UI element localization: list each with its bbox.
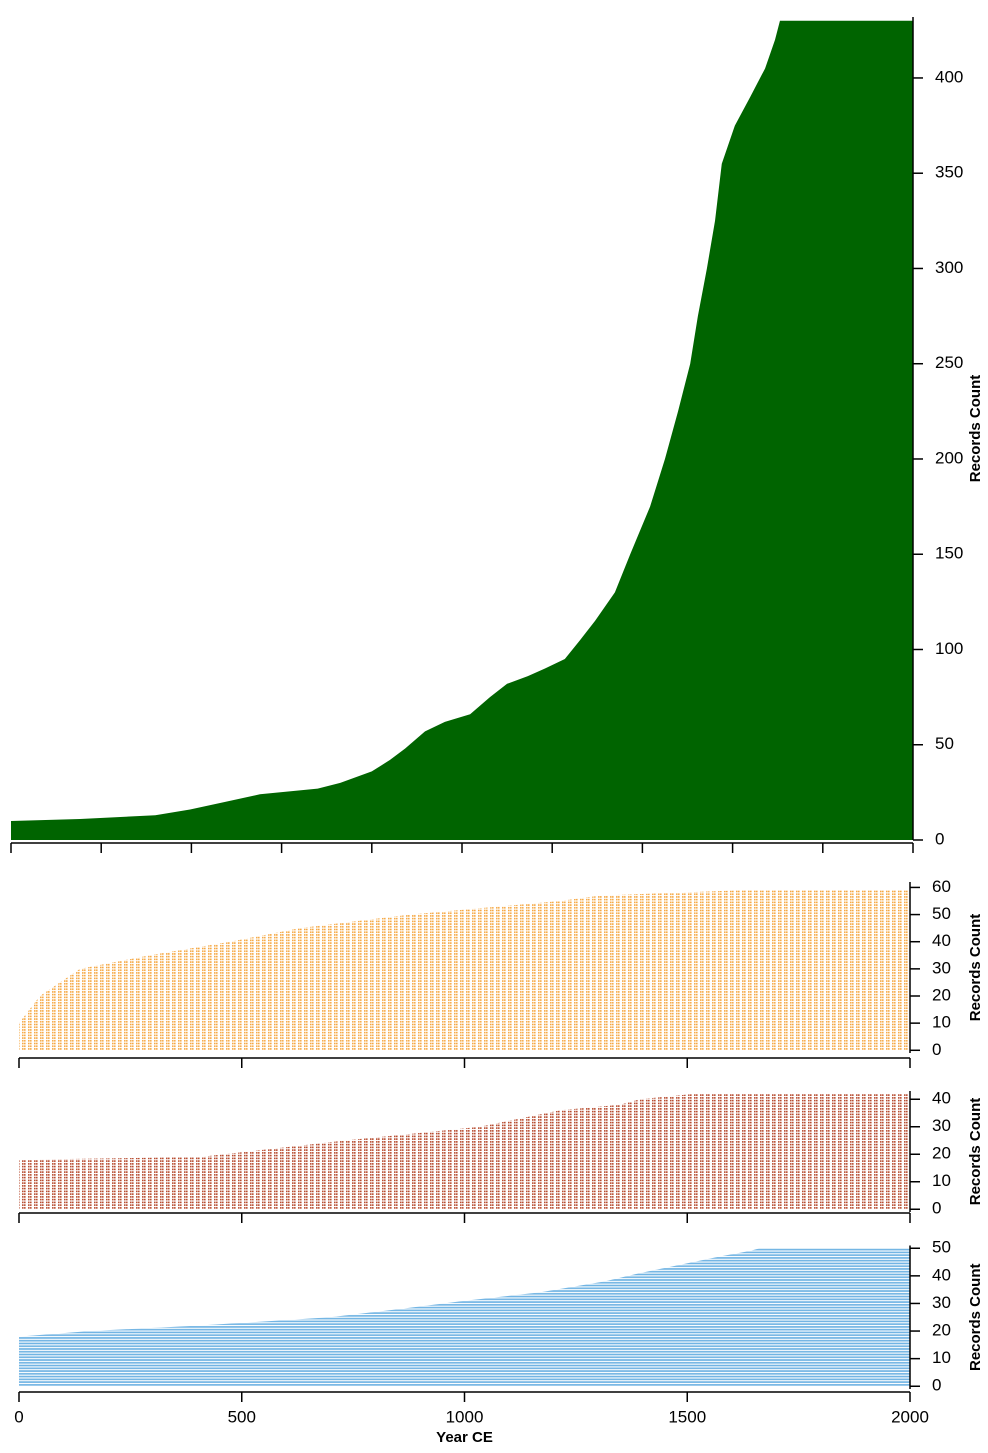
- y-tick-label: 200: [935, 448, 963, 467]
- y-tick-label: 0: [935, 829, 944, 848]
- y-tick-label: 100: [935, 639, 963, 658]
- y-tick-label: 20: [932, 1144, 951, 1163]
- y-tick-label: 40: [932, 1265, 951, 1284]
- y-tick-label: 30: [932, 1293, 951, 1312]
- y-axis-label: Records Count: [967, 375, 984, 483]
- y-tick-label: 150: [935, 544, 963, 563]
- y-tick-label: 50: [932, 1238, 951, 1257]
- y-tick-label: 400: [935, 67, 963, 86]
- y-tick-label: 300: [935, 258, 963, 277]
- y-axis-label: Records Count: [967, 914, 984, 1022]
- records-area: [19, 890, 910, 1051]
- y-tick-label: 20: [932, 985, 951, 1004]
- y-tick-label: 0: [932, 1376, 941, 1395]
- x-tick-label: 500: [228, 1407, 256, 1426]
- y-tick-label: 350: [935, 163, 963, 182]
- y-axis-label: Records Count: [967, 1263, 984, 1371]
- x-tick-label: 2000: [891, 1407, 929, 1426]
- y-tick-label: 30: [932, 1116, 951, 1135]
- y-tick-label: 0: [932, 1199, 941, 1218]
- x-tick-label: 0: [14, 1407, 23, 1426]
- y-tick-label: 30: [932, 958, 951, 977]
- y-tick-label: 10: [932, 1348, 951, 1367]
- x-tick-label: 1500: [668, 1407, 706, 1426]
- y-tick-label: 20: [932, 1321, 951, 1340]
- x-axis-label: Year CE: [436, 1429, 493, 1446]
- y-tick-label: 40: [932, 931, 951, 950]
- y-tick-label: 0: [932, 1040, 941, 1059]
- y-tick-label: 40: [932, 1089, 951, 1108]
- y-axis-label: Records Count: [967, 1098, 984, 1206]
- y-tick-label: 10: [932, 1013, 951, 1032]
- y-tick-label: 60: [932, 877, 951, 896]
- y-tick-label: 250: [935, 353, 963, 372]
- y-tick-label: 10: [932, 1171, 951, 1190]
- x-tick-label: 1000: [446, 1407, 484, 1426]
- y-tick-label: 50: [935, 734, 954, 753]
- y-tick-label: 50: [932, 904, 951, 923]
- records-area: [19, 1248, 910, 1387]
- records-area: [11, 20, 913, 841]
- records-area: [19, 1093, 910, 1210]
